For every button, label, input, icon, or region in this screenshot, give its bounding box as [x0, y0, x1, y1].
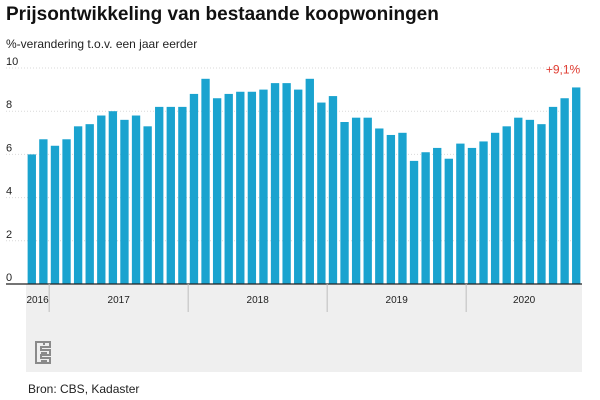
- bar: [201, 78, 210, 284]
- bar: [467, 147, 477, 284]
- bar: [259, 89, 268, 284]
- y-tick-label: 8: [6, 99, 12, 111]
- cbs-logo-mark: [35, 341, 51, 364]
- cbs-logo: [35, 341, 51, 364]
- y-tick-label: 0: [6, 272, 12, 284]
- x-axis: 2016 2017 2018 2019 2020: [26, 284, 536, 312]
- y-tick-label: 10: [6, 56, 18, 68]
- bars: [27, 78, 581, 285]
- bar: [433, 147, 442, 284]
- chart-title: Prijsontwikkeling van bestaande koopwoni…: [6, 4, 439, 25]
- data-label: +9,1%: [546, 62, 581, 76]
- x-tick-label: 2016: [26, 295, 49, 306]
- bar: [456, 143, 465, 284]
- bar: [537, 124, 546, 284]
- bar: [39, 139, 48, 284]
- bar: [178, 106, 187, 284]
- bar: [572, 87, 581, 284]
- source-note: Bron: CBS, Kadaster: [28, 382, 140, 396]
- bar: [340, 122, 349, 284]
- bar: [120, 119, 129, 284]
- y-tick-label: 4: [6, 186, 12, 198]
- bar: [514, 117, 523, 285]
- bar: [525, 119, 535, 284]
- bar: [490, 132, 500, 284]
- bar: [212, 98, 222, 285]
- bar: [236, 91, 245, 284]
- x-tick-label: 2019: [386, 295, 409, 306]
- bar: [502, 126, 511, 284]
- x-tick-label: 2020: [513, 295, 536, 306]
- bar: [328, 96, 338, 284]
- bar: [363, 117, 372, 285]
- chart-subtitle: %-verandering t.o.v. een jaar eerder: [6, 37, 198, 51]
- bar: [85, 124, 94, 284]
- bar: [166, 106, 175, 284]
- bar: [305, 78, 314, 284]
- bar: [131, 115, 141, 285]
- bar: [351, 117, 361, 285]
- y-axis-ticks: 0 2 4 6 8 10: [6, 56, 18, 284]
- bar: [62, 139, 71, 284]
- bar: [548, 106, 558, 284]
- bar: [375, 128, 384, 284]
- bar: [143, 126, 152, 284]
- x-tick-label: 2017: [108, 295, 131, 306]
- bar: [421, 152, 430, 284]
- bar: [73, 126, 83, 284]
- x-axis-band: [26, 284, 582, 372]
- bar: [317, 102, 326, 284]
- y-tick-label: 2: [6, 229, 12, 241]
- bar: [479, 141, 488, 284]
- bar: [270, 83, 280, 285]
- bar: [155, 106, 164, 284]
- bar: [97, 115, 106, 285]
- x-tick-label: 2018: [247, 295, 270, 306]
- bar: [398, 132, 407, 284]
- bar: [247, 91, 257, 284]
- bar: [27, 154, 36, 284]
- bar: [50, 145, 60, 284]
- bar: [560, 98, 569, 285]
- bar: [386, 134, 396, 284]
- bar: [224, 93, 233, 284]
- bar: [189, 93, 199, 284]
- y-tick-label: 6: [6, 142, 12, 154]
- bar: [294, 89, 303, 284]
- annotations: +9,1%: [546, 62, 581, 76]
- bar: [282, 83, 291, 285]
- bar: [444, 158, 453, 284]
- bar: [409, 160, 419, 284]
- bar: [108, 111, 118, 284]
